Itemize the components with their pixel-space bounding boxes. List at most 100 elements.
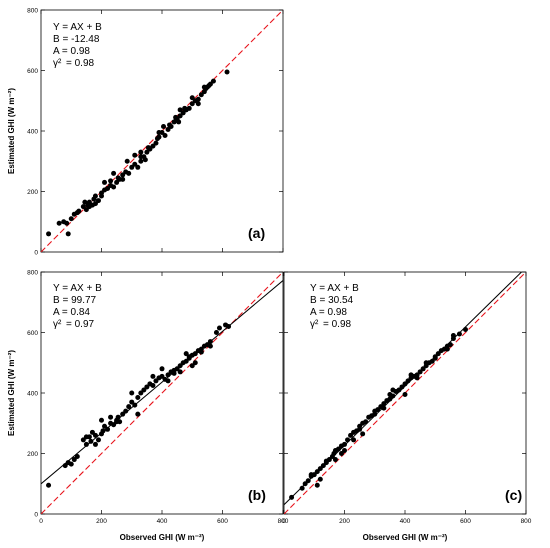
panel-b-point bbox=[115, 414, 121, 420]
panel-a-point bbox=[224, 69, 230, 75]
panel-c-point bbox=[314, 482, 320, 488]
panel-a-point bbox=[189, 101, 195, 107]
panel-c-point bbox=[408, 372, 414, 378]
panel-b-point bbox=[132, 402, 138, 408]
panel-b-point bbox=[141, 387, 147, 393]
panel-a-point bbox=[92, 193, 98, 199]
panel-b-xtick-label: 200 bbox=[96, 518, 107, 525]
panel-b-point bbox=[100, 428, 106, 434]
panel-b-point bbox=[95, 437, 101, 443]
panel-b-point bbox=[108, 414, 114, 420]
panel-a-ytick-label: 0 bbox=[34, 250, 38, 257]
y-axis-title-b: Estimated GHI (W m⁻²) bbox=[7, 350, 16, 436]
panel-c-point bbox=[323, 458, 329, 464]
y-axis-title-a: Estimated GHI (W m⁻²) bbox=[7, 88, 16, 174]
panel-b-point bbox=[226, 323, 232, 329]
panel-c-point bbox=[338, 451, 344, 456]
panel-c-r2-symbol: γ² bbox=[310, 319, 319, 330]
panel-a-point bbox=[156, 134, 162, 140]
panel-b-point bbox=[129, 399, 135, 405]
panel-a-point bbox=[111, 170, 117, 176]
panel-c-xtick-label: 400 bbox=[400, 518, 411, 525]
panel-b-r2-symbol: γ² bbox=[53, 319, 62, 330]
panel-a-point bbox=[95, 198, 101, 204]
panel-b-xtick-label: 600 bbox=[217, 518, 228, 525]
panel-c-point bbox=[375, 407, 381, 413]
panel-a-point bbox=[177, 107, 183, 113]
panel-c-xtick-label: 200 bbox=[339, 518, 350, 525]
panel-a-point bbox=[177, 113, 183, 119]
panel-a-point bbox=[120, 176, 126, 182]
panel-a-point bbox=[80, 204, 86, 210]
panel-c-point bbox=[289, 494, 295, 500]
panel-c-point bbox=[299, 485, 305, 491]
panel-c-point bbox=[314, 469, 320, 475]
panel-b-point bbox=[207, 339, 213, 345]
panel-b-point bbox=[189, 363, 195, 369]
panel-c-point bbox=[450, 333, 456, 339]
panel-c-point bbox=[342, 447, 347, 453]
panel-a: 0 200 400 600 800 Y = AX + B B = -12.48 A = … bbox=[27, 8, 284, 257]
panel-a-point bbox=[195, 101, 201, 107]
panel-b-point bbox=[216, 325, 222, 331]
panel-c-point bbox=[387, 396, 393, 402]
panel-a-point bbox=[64, 220, 70, 226]
panel-c-intercept: B = 30.54 bbox=[310, 295, 354, 306]
panel-a-point bbox=[189, 95, 195, 101]
panel-b-point bbox=[165, 378, 171, 384]
panel-c-point bbox=[463, 326, 468, 332]
panel-b-label: (b) bbox=[248, 487, 266, 503]
panel-b-point bbox=[171, 370, 177, 376]
panel-c-point bbox=[381, 405, 387, 411]
panel-c-xtick-label: 800 bbox=[521, 518, 532, 525]
panel-c-marks bbox=[284, 272, 526, 514]
panel-c-point bbox=[360, 431, 366, 437]
panel-b-stats: Y = AX + B B = 99.77 A = 0.84 γ² = 0.97 bbox=[53, 283, 102, 330]
panel-b-point bbox=[174, 366, 180, 372]
panel-a-point bbox=[105, 185, 111, 191]
panel-c-point bbox=[351, 437, 357, 443]
panel-c-point bbox=[342, 441, 347, 447]
panel-b-point bbox=[150, 373, 156, 379]
panel-c-point bbox=[348, 432, 354, 438]
panel-b-ytick-label: 600 bbox=[27, 330, 38, 337]
panel-b-point bbox=[114, 419, 120, 425]
panel-a-ytick-label: 800 bbox=[27, 8, 38, 15]
panel-b-point bbox=[74, 454, 80, 460]
panel-b-point bbox=[68, 461, 74, 467]
panel-a-ytick-label: 200 bbox=[27, 189, 38, 196]
panel-c-stats: Y = AX + B B = 30.54 A = 0.98 γ² = 0.98 bbox=[310, 283, 359, 330]
panel-a-intercept: B = -12.48 bbox=[53, 34, 100, 45]
panel-a-point bbox=[86, 204, 92, 210]
panel-a-point bbox=[207, 81, 213, 87]
panel-a-point bbox=[99, 193, 104, 199]
panel-b-ytick-label: 0 bbox=[34, 512, 38, 519]
panel-b-xtick-label: 400 bbox=[157, 518, 168, 525]
panel-a-point bbox=[76, 208, 82, 214]
panel-b-point bbox=[177, 363, 183, 369]
panel-c-r2: = 0.98 bbox=[323, 319, 352, 330]
panel-b-point bbox=[159, 373, 165, 379]
panel-a-point bbox=[167, 122, 173, 128]
panel-a-point bbox=[124, 158, 130, 164]
panel-a-point bbox=[56, 220, 62, 226]
panel-c-point bbox=[456, 331, 462, 337]
panel-b-point bbox=[62, 463, 68, 469]
panel-a-point bbox=[132, 161, 138, 167]
panel-a-point bbox=[114, 179, 120, 185]
panel-b-xtick-label: 0 bbox=[39, 518, 43, 525]
panel-a-point bbox=[65, 231, 71, 237]
panel-a-point bbox=[142, 157, 148, 163]
panel-c-xtick-label: 600 bbox=[460, 518, 471, 525]
panel-a-point bbox=[138, 158, 144, 164]
panel-b-equation: Y = AX + B bbox=[53, 283, 102, 294]
panel-b-point bbox=[83, 441, 89, 447]
panel-a-point bbox=[135, 164, 141, 170]
panel-c-point bbox=[320, 463, 326, 469]
panel-a-label: (a) bbox=[248, 225, 265, 241]
panel-b-point bbox=[159, 366, 165, 372]
panel-c-point bbox=[332, 457, 338, 463]
panel-b-marks bbox=[41, 272, 283, 514]
panel-b-point bbox=[89, 429, 95, 435]
